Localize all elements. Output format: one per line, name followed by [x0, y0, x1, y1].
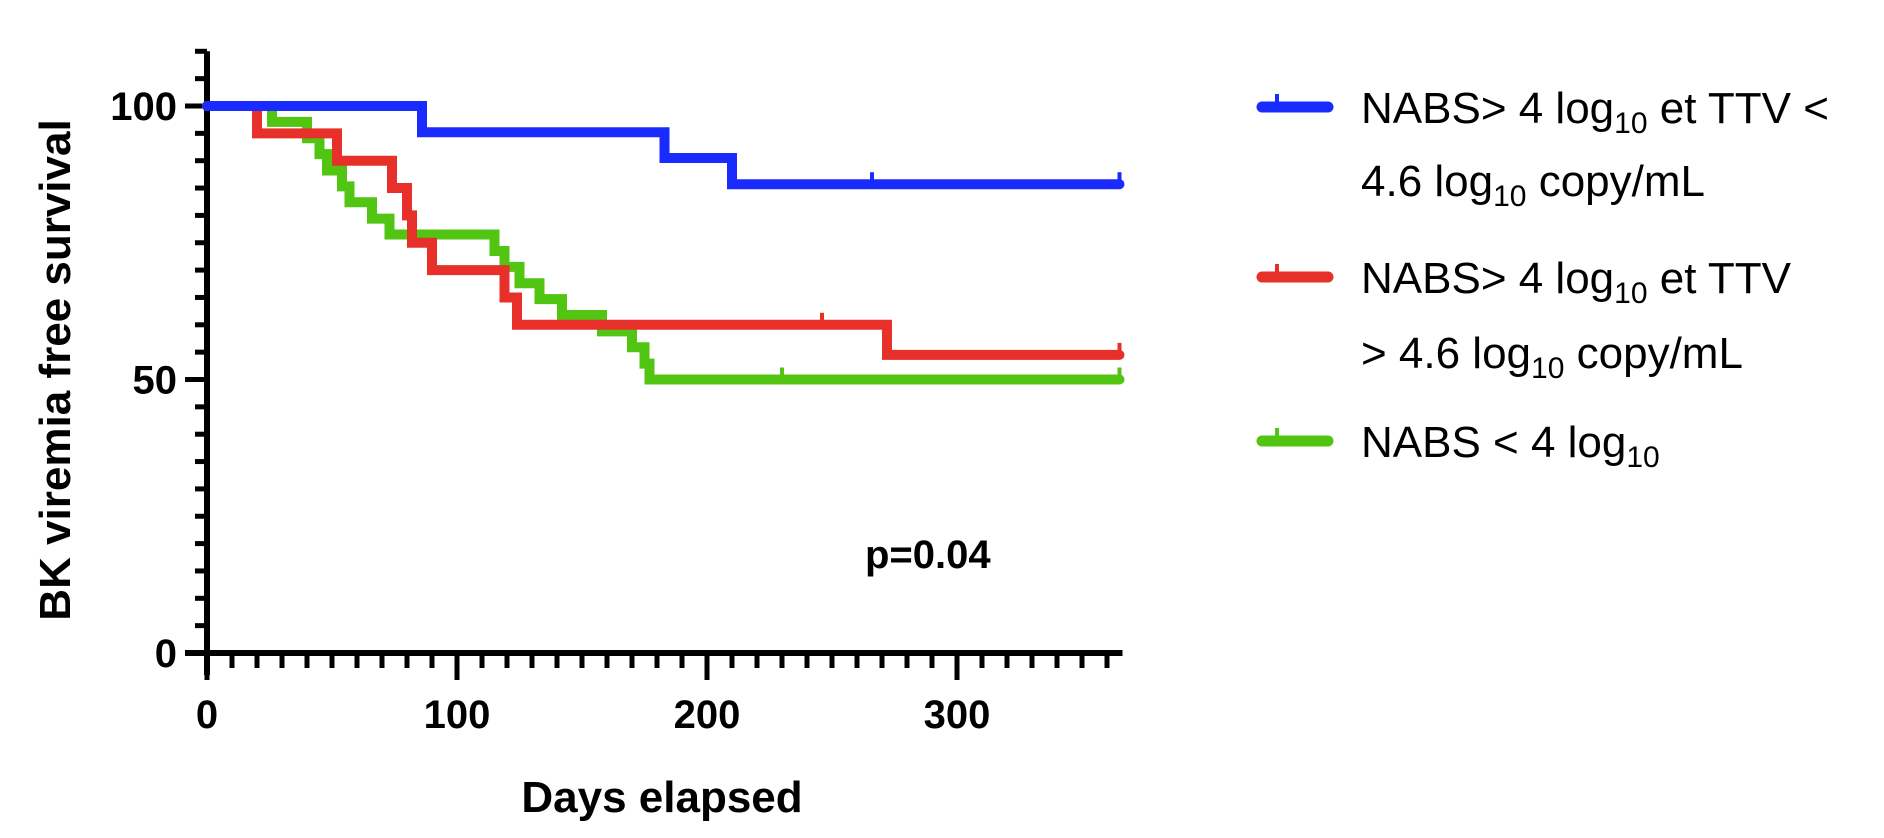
legend-text-part: NABS < 4 log	[1361, 418, 1626, 467]
legend-text-part: copy/mL	[1526, 157, 1705, 206]
legend-text-part: 4.6 log	[1361, 157, 1493, 206]
x-tick-label: 100	[424, 693, 491, 737]
y-tick-label: 0	[155, 632, 177, 676]
y-axis-title: BK viremia free survival	[31, 119, 80, 620]
subscript: 10	[1614, 107, 1647, 140]
legend-text-part: et TTV	[1648, 254, 1792, 303]
survival-curves	[202, 101, 1125, 385]
subscript: 10	[1493, 180, 1526, 213]
legend-label-line: 4.6 log10 copy/mL	[1361, 157, 1705, 213]
subscript: 10	[1614, 277, 1647, 310]
survival-curve-series-1	[202, 101, 1125, 190]
y-tick-label: 100	[110, 85, 177, 129]
legend: NABS> 4 log10 et TTV <4.6 log10 copy/mLN…	[1256, 84, 1829, 474]
subscript: 10	[1531, 352, 1564, 385]
legend-label-line: NABS> 4 log10 et TTV	[1361, 254, 1792, 310]
legend-label-line: NABS < 4 log10	[1361, 418, 1660, 474]
legend-label-line: NABS> 4 log10 et TTV <	[1361, 84, 1829, 140]
x-tick-label: 200	[674, 693, 741, 737]
x-tick-label: 300	[924, 693, 991, 737]
legend-text-part: NABS> 4 log	[1361, 254, 1614, 303]
x-tick-label: 0	[196, 693, 218, 737]
survival-curve-series-2	[202, 101, 1125, 360]
legend-text-part: > 4.6 log	[1361, 329, 1531, 378]
y-tick-label: 50	[133, 359, 178, 403]
legend-text-part: et TTV <	[1648, 84, 1829, 133]
p-value-annotation: p=0.04	[865, 533, 991, 577]
legend-text-part: copy/mL	[1564, 329, 1743, 378]
subscript: 10	[1626, 441, 1659, 474]
x-axis-title: Days elapsed	[521, 773, 802, 822]
survival-curve-series-3	[202, 101, 1125, 385]
legend-label-line: > 4.6 log10 copy/mL	[1361, 329, 1743, 385]
axes: 0 50 100 0 100 200 300	[110, 48, 1123, 737]
legend-text-part: NABS> 4 log	[1361, 84, 1614, 133]
